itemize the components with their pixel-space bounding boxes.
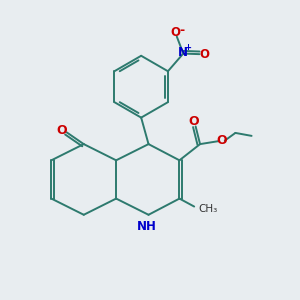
Text: CH₃: CH₃ [199, 204, 218, 214]
Text: O: O [171, 26, 181, 39]
Text: N: N [178, 46, 188, 59]
Text: O: O [189, 115, 200, 128]
Text: O: O [200, 48, 210, 61]
Text: NH: NH [137, 220, 157, 233]
Text: -: - [179, 23, 184, 37]
Text: O: O [56, 124, 67, 137]
Text: +: + [184, 44, 191, 52]
Text: O: O [217, 134, 227, 147]
